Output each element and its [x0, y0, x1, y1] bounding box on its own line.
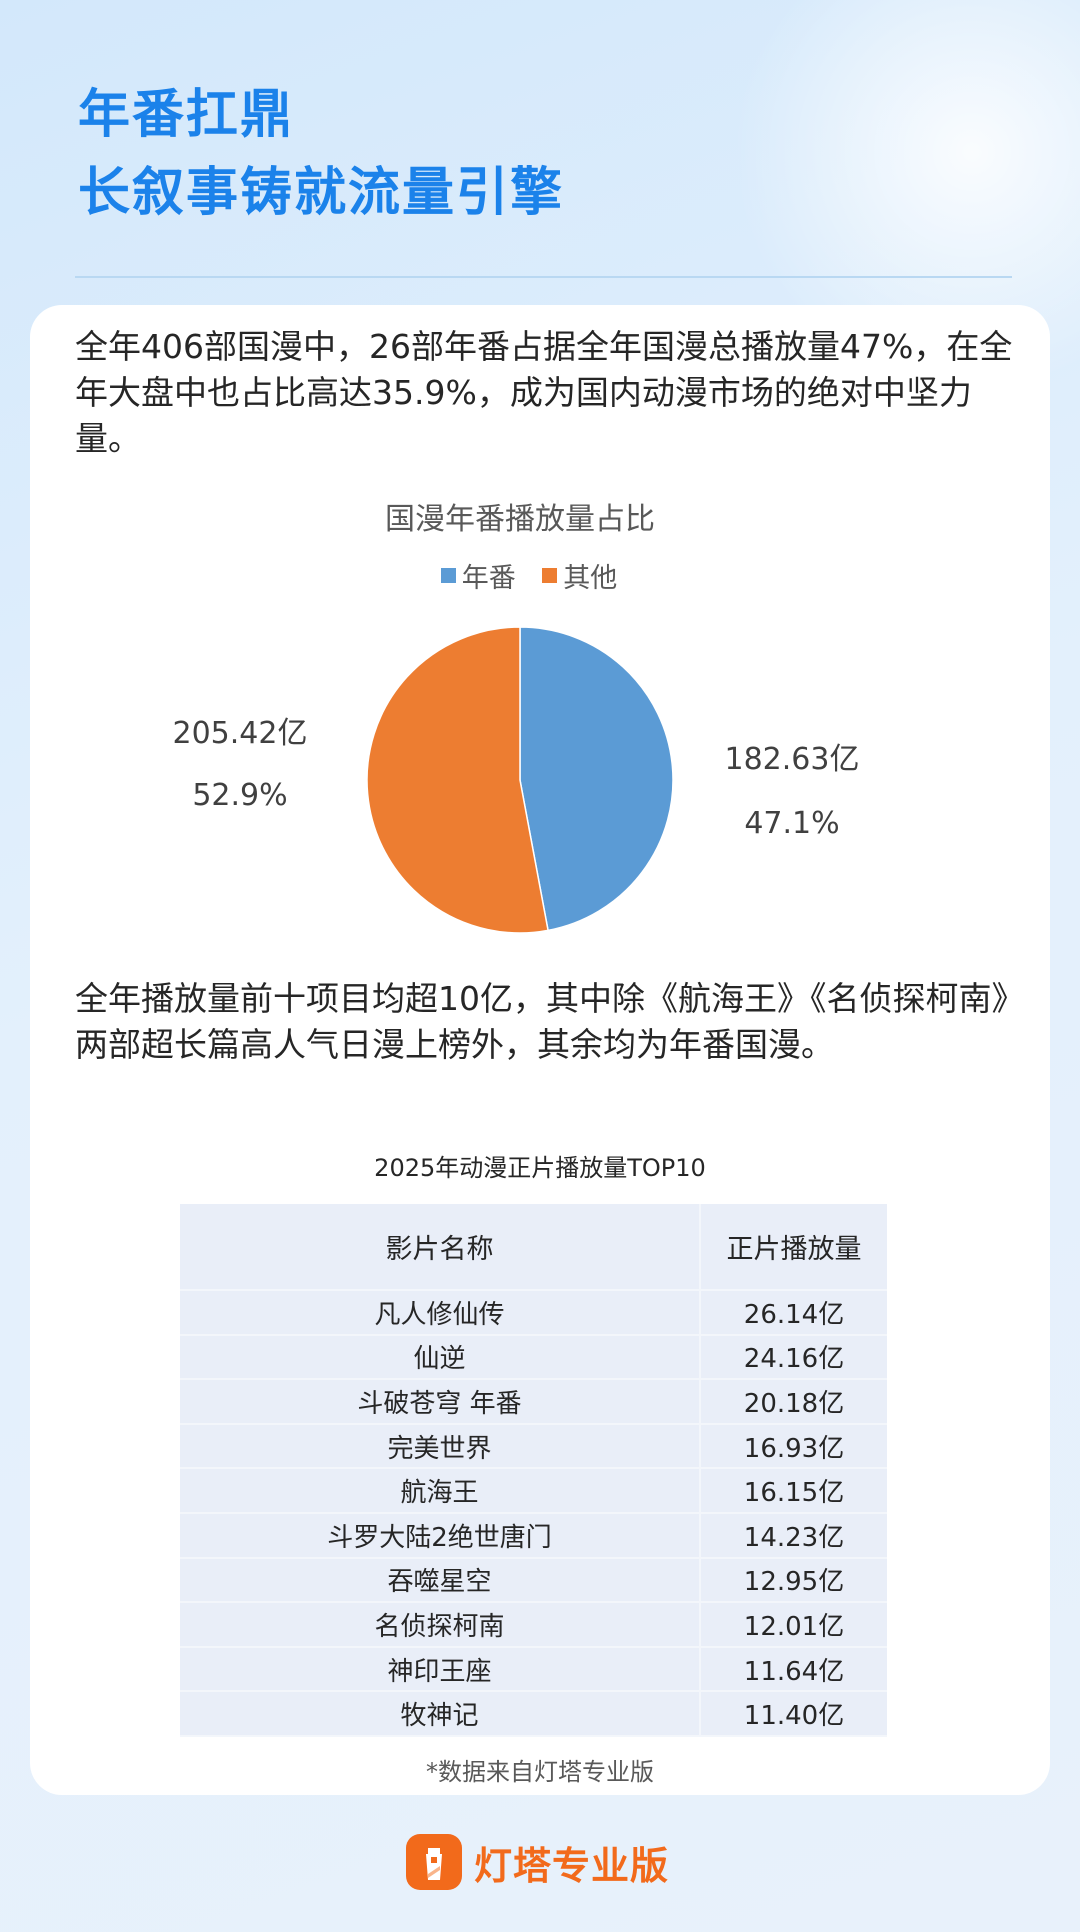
- table-row: 仙逆 24.16亿: [180, 1334, 887, 1381]
- table-row: 凡人修仙传 26.14亿: [180, 1290, 887, 1336]
- page-title: 年番扛鼎: [78, 85, 295, 145]
- column-header: 影片名称: [180, 1204, 701, 1291]
- pie-slice-0: [519, 626, 674, 932]
- legend-label: 年番: [461, 563, 516, 594]
- play-count-cell: 16.15亿: [700, 1468, 887, 1514]
- title-cell: 斗罗大陆2绝世唐门: [180, 1512, 701, 1559]
- brand-name: 灯塔专业版: [474, 1843, 670, 1888]
- title-cell: 完美世界: [180, 1423, 701, 1470]
- title-cell: 仙逆: [180, 1334, 701, 1381]
- play-count-cell: 16.93亿: [700, 1423, 887, 1470]
- play-count-cell: 12.95亿: [700, 1557, 887, 1604]
- footnote: *数据来自灯塔专业版: [426, 1758, 654, 1786]
- title-cell: 牧神记: [180, 1691, 701, 1737]
- title-cell: 吞噬星空: [180, 1557, 701, 1604]
- brand-logo: 灯塔专业版: [406, 1834, 669, 1890]
- table-row: 完美世界 16.93亿: [180, 1423, 887, 1470]
- data-label-percent: 52.9%: [192, 778, 288, 813]
- legend-swatch-nianfan: [440, 568, 456, 583]
- pie-chart: [366, 626, 674, 934]
- lighthouse-icon: [406, 1834, 462, 1890]
- chart-title: 国漫年番播放量占比: [385, 502, 655, 537]
- table-row: 斗破苍穹 年番 20.18亿: [180, 1379, 887, 1425]
- top10-paragraph: 全年播放量前十项目均超10亿，其中除《航海王》《名侦探柯南》两部超长篇高人气日漫…: [75, 979, 1008, 1064]
- page-subtitle: 长叙事铸就流量引擎: [78, 163, 565, 223]
- play-count-cell: 26.14亿: [700, 1290, 887, 1336]
- play-count-cell: 11.64亿: [700, 1646, 887, 1693]
- play-count-cell: 20.18亿: [700, 1379, 887, 1425]
- data-label-percent: 47.1%: [744, 806, 840, 841]
- title-cell: 航海王: [180, 1468, 701, 1514]
- legend-label: 其他: [563, 563, 618, 594]
- table-row: 名侦探柯南 12.01亿: [180, 1602, 887, 1648]
- table-row: 牧神记 11.40亿: [180, 1691, 887, 1737]
- intro-paragraph: 全年406部国漫中，26部年番占据全年国漫总播放量47%，在全年大盘中也占比高达…: [75, 327, 1013, 458]
- play-count-cell: 24.16亿: [700, 1334, 887, 1381]
- table-row: 斗罗大陆2绝世唐门 14.23亿: [180, 1512, 887, 1559]
- column-header: 正片播放量: [700, 1204, 887, 1291]
- chart-legend: 年番 其他: [0, 556, 1040, 595]
- title-cell: 神印王座: [180, 1646, 701, 1693]
- top10-table: 影片名称 正片播放量 凡人修仙传 26.14亿 仙逆 24.16亿 斗破苍穹 年番 20.1…: [180, 1204, 887, 1737]
- legend-swatch-other: [542, 568, 558, 583]
- data-label-value: 182.63亿: [724, 742, 860, 777]
- table-row: 神印王座 11.64亿: [180, 1646, 887, 1693]
- table-title: 2025年动漫正片播放量TOP10: [374, 1154, 706, 1182]
- title-cell: 斗破苍穹 年番: [180, 1379, 701, 1425]
- divider: [75, 276, 1012, 278]
- play-count-cell: 11.40亿: [700, 1691, 887, 1737]
- table-row: 航海王 16.15亿: [180, 1468, 887, 1514]
- data-label-value: 205.42亿: [172, 716, 308, 751]
- title-cell: 名侦探柯南: [180, 1602, 701, 1648]
- play-count-cell: 14.23亿: [700, 1512, 887, 1559]
- title-cell: 凡人修仙传: [180, 1290, 701, 1336]
- play-count-cell: 12.01亿: [700, 1602, 887, 1648]
- table-row: 吞噬星空 12.95亿: [180, 1557, 887, 1604]
- pie-slice-1: [366, 626, 549, 934]
